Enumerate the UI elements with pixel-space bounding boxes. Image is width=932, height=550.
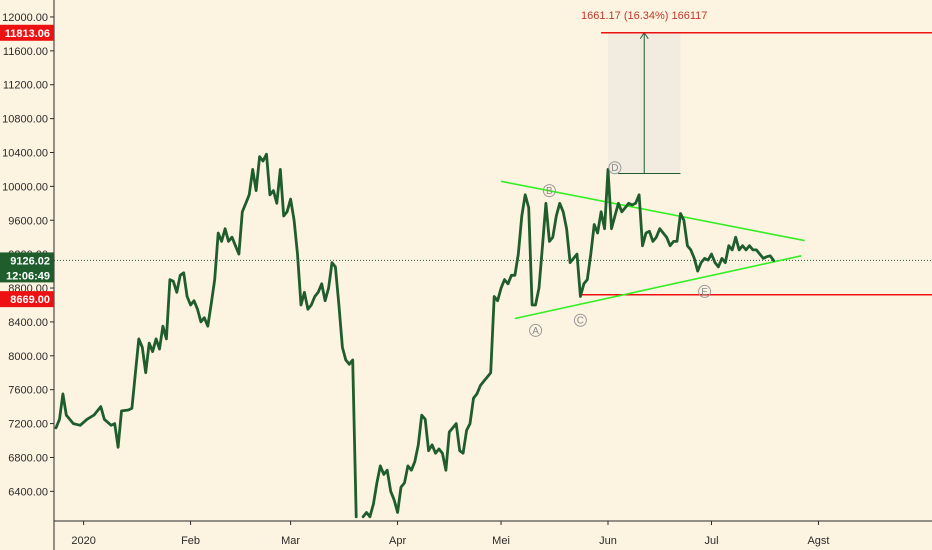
y-tick-label: 6800.00 — [8, 452, 48, 464]
wave-label-a: A — [532, 326, 539, 337]
y-tick-label: 8000.00 — [8, 351, 48, 363]
y-tick-label: 12000.00 — [2, 12, 48, 24]
level-lines-layer — [54, 32, 932, 296]
last-price-tag-bg — [0, 252, 54, 283]
price-tag-1: 11813.06 — [5, 28, 50, 40]
wave-label-c: C — [577, 316, 584, 327]
x-tick-label: Mei — [492, 535, 510, 547]
trend-lines-layer — [500, 180, 805, 320]
y-tick-label: 7200.00 — [8, 419, 48, 431]
x-tick-label: Jun — [599, 535, 617, 547]
wave-label-circle-a — [529, 323, 543, 337]
y-tick-label: 8400.00 — [8, 317, 48, 329]
price-tag-2: 8669.00 — [10, 294, 50, 306]
measure-layer: 1661.17 (16.34%) 166117 — [581, 10, 707, 174]
last-price-tag: 9126.02 — [10, 255, 50, 267]
y-tick-label: 7600.00 — [8, 385, 48, 397]
y-tick-label: 11200.00 — [3, 80, 48, 92]
y-tick-label: 10000.00 — [2, 181, 48, 193]
measure-label: 1661.17 (16.34%) 166117 — [581, 10, 707, 22]
trend-line-1 — [500, 180, 805, 242]
x-tick-label: Feb — [181, 535, 200, 547]
countdown-tag: 12:06:49 — [6, 270, 50, 282]
price-series-layer — [54, 152, 775, 519]
price-tag-1-bg — [0, 24, 54, 41]
y-tick-label: 6400.00 — [8, 486, 48, 498]
wave-label-b: B — [546, 186, 553, 197]
x-tick-label: Apr — [389, 535, 406, 547]
wave-label-circle-e — [698, 284, 712, 298]
x-tick-label: 2020 — [71, 535, 95, 547]
price-tag-2-bg — [0, 291, 54, 308]
price-series-2 — [361, 167, 775, 519]
wave-label-circle-b — [542, 184, 556, 198]
y-tick-label: 9600.00 — [8, 215, 48, 227]
y-tick-label: 11600.00 — [3, 46, 48, 58]
x-tick-label: Mar — [281, 535, 300, 547]
wave-label-e: E — [701, 287, 708, 298]
price-series-1 — [54, 152, 358, 519]
wave-label-circle-c — [573, 313, 587, 327]
x-tick-label: Agst — [807, 535, 829, 547]
price-tags-layer: 11813.06 8669.00 9126.02 12:06:49 — [0, 24, 54, 308]
wave-labels-layer: A B C D E — [529, 161, 712, 337]
y-tick-label: 10400.00 — [2, 147, 48, 159]
wave-label-d: D — [611, 163, 618, 174]
wave-label-circle-d — [608, 161, 622, 175]
y-tick-label: 10800.00 — [2, 114, 48, 126]
x-tick-label: Jul — [704, 535, 718, 547]
trend-line-2 — [514, 255, 802, 320]
